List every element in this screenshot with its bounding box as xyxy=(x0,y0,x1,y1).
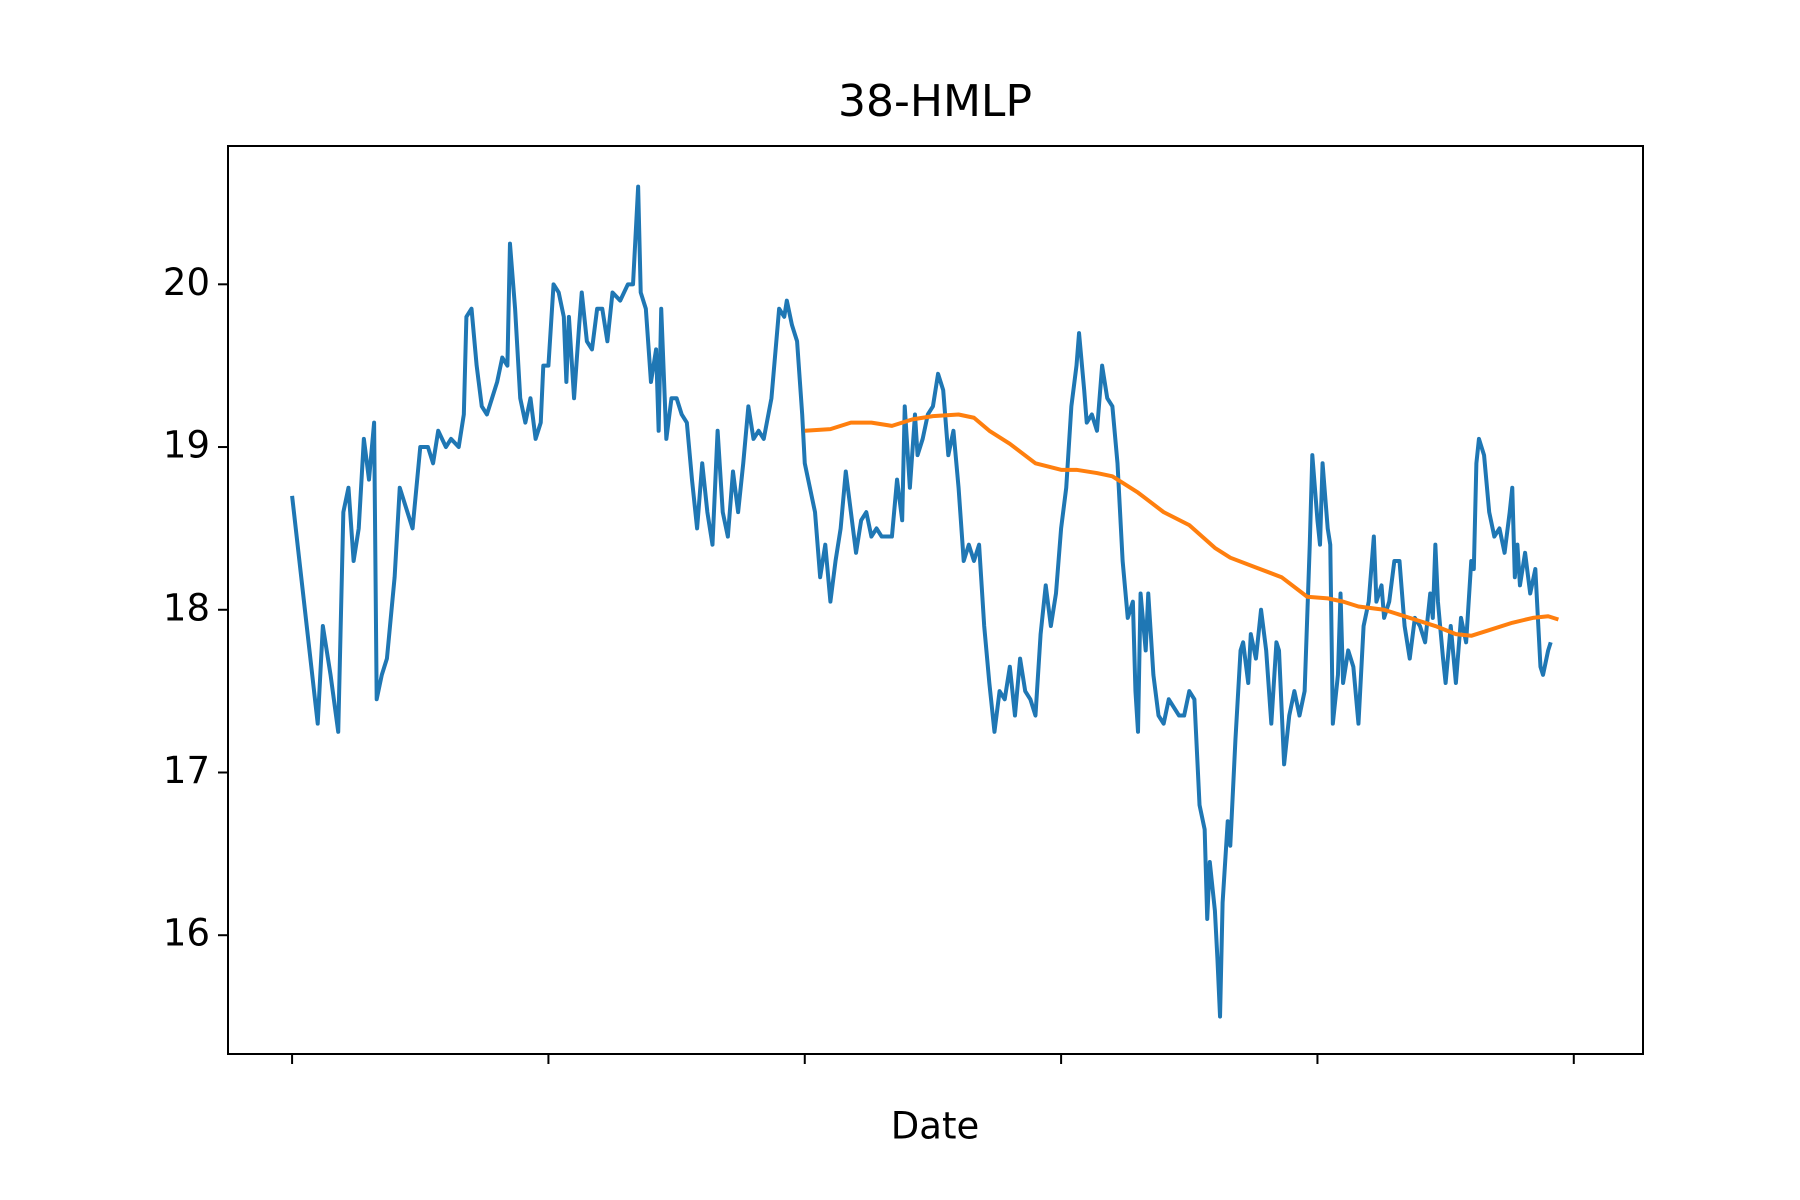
series-line xyxy=(290,184,1553,1019)
chart-title: 38-HMLP xyxy=(838,76,1032,127)
plot-frame xyxy=(227,145,1644,1055)
series-line xyxy=(804,412,1560,638)
y-tick-label: 16 xyxy=(163,912,210,955)
y-tick-label: 20 xyxy=(163,261,210,304)
y-tick-label: 18 xyxy=(163,586,210,629)
y-tick-label: 17 xyxy=(163,749,210,792)
x-axis-label: Date xyxy=(891,1105,979,1148)
y-tick-label: 19 xyxy=(163,424,210,467)
